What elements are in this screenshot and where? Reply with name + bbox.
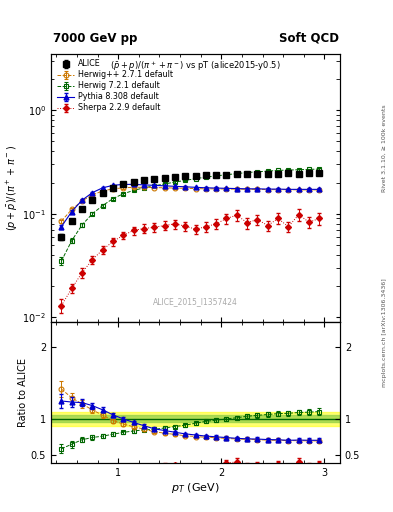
Text: ALICE_2015_I1357424: ALICE_2015_I1357424: [153, 297, 238, 306]
Text: Soft QCD: Soft QCD: [279, 32, 339, 45]
X-axis label: $p_T$ (GeV): $p_T$ (GeV): [171, 481, 220, 495]
Y-axis label: $(p + \bar{p})/(\pi^+ + \pi^-)$: $(p + \bar{p})/(\pi^+ + \pi^-)$: [4, 145, 20, 231]
Y-axis label: Ratio to ALICE: Ratio to ALICE: [18, 358, 28, 427]
Legend: ALICE, Herwig++ 2.7.1 default, Herwig 7.2.1 default, Pythia 8.308 default, Sherp: ALICE, Herwig++ 2.7.1 default, Herwig 7.…: [55, 58, 174, 114]
Text: Rivet 3.1.10, ≥ 100k events: Rivet 3.1.10, ≥ 100k events: [382, 104, 387, 193]
Text: $(\bar{p}+p)/(\pi^++\pi^-)$ vs pT (alice2015-y0.5): $(\bar{p}+p)/(\pi^++\pi^-)$ vs pT (alice…: [110, 59, 281, 73]
Text: mcplots.cern.ch [arXiv:1306.3436]: mcplots.cern.ch [arXiv:1306.3436]: [382, 279, 387, 387]
Text: 7000 GeV pp: 7000 GeV pp: [53, 32, 138, 45]
